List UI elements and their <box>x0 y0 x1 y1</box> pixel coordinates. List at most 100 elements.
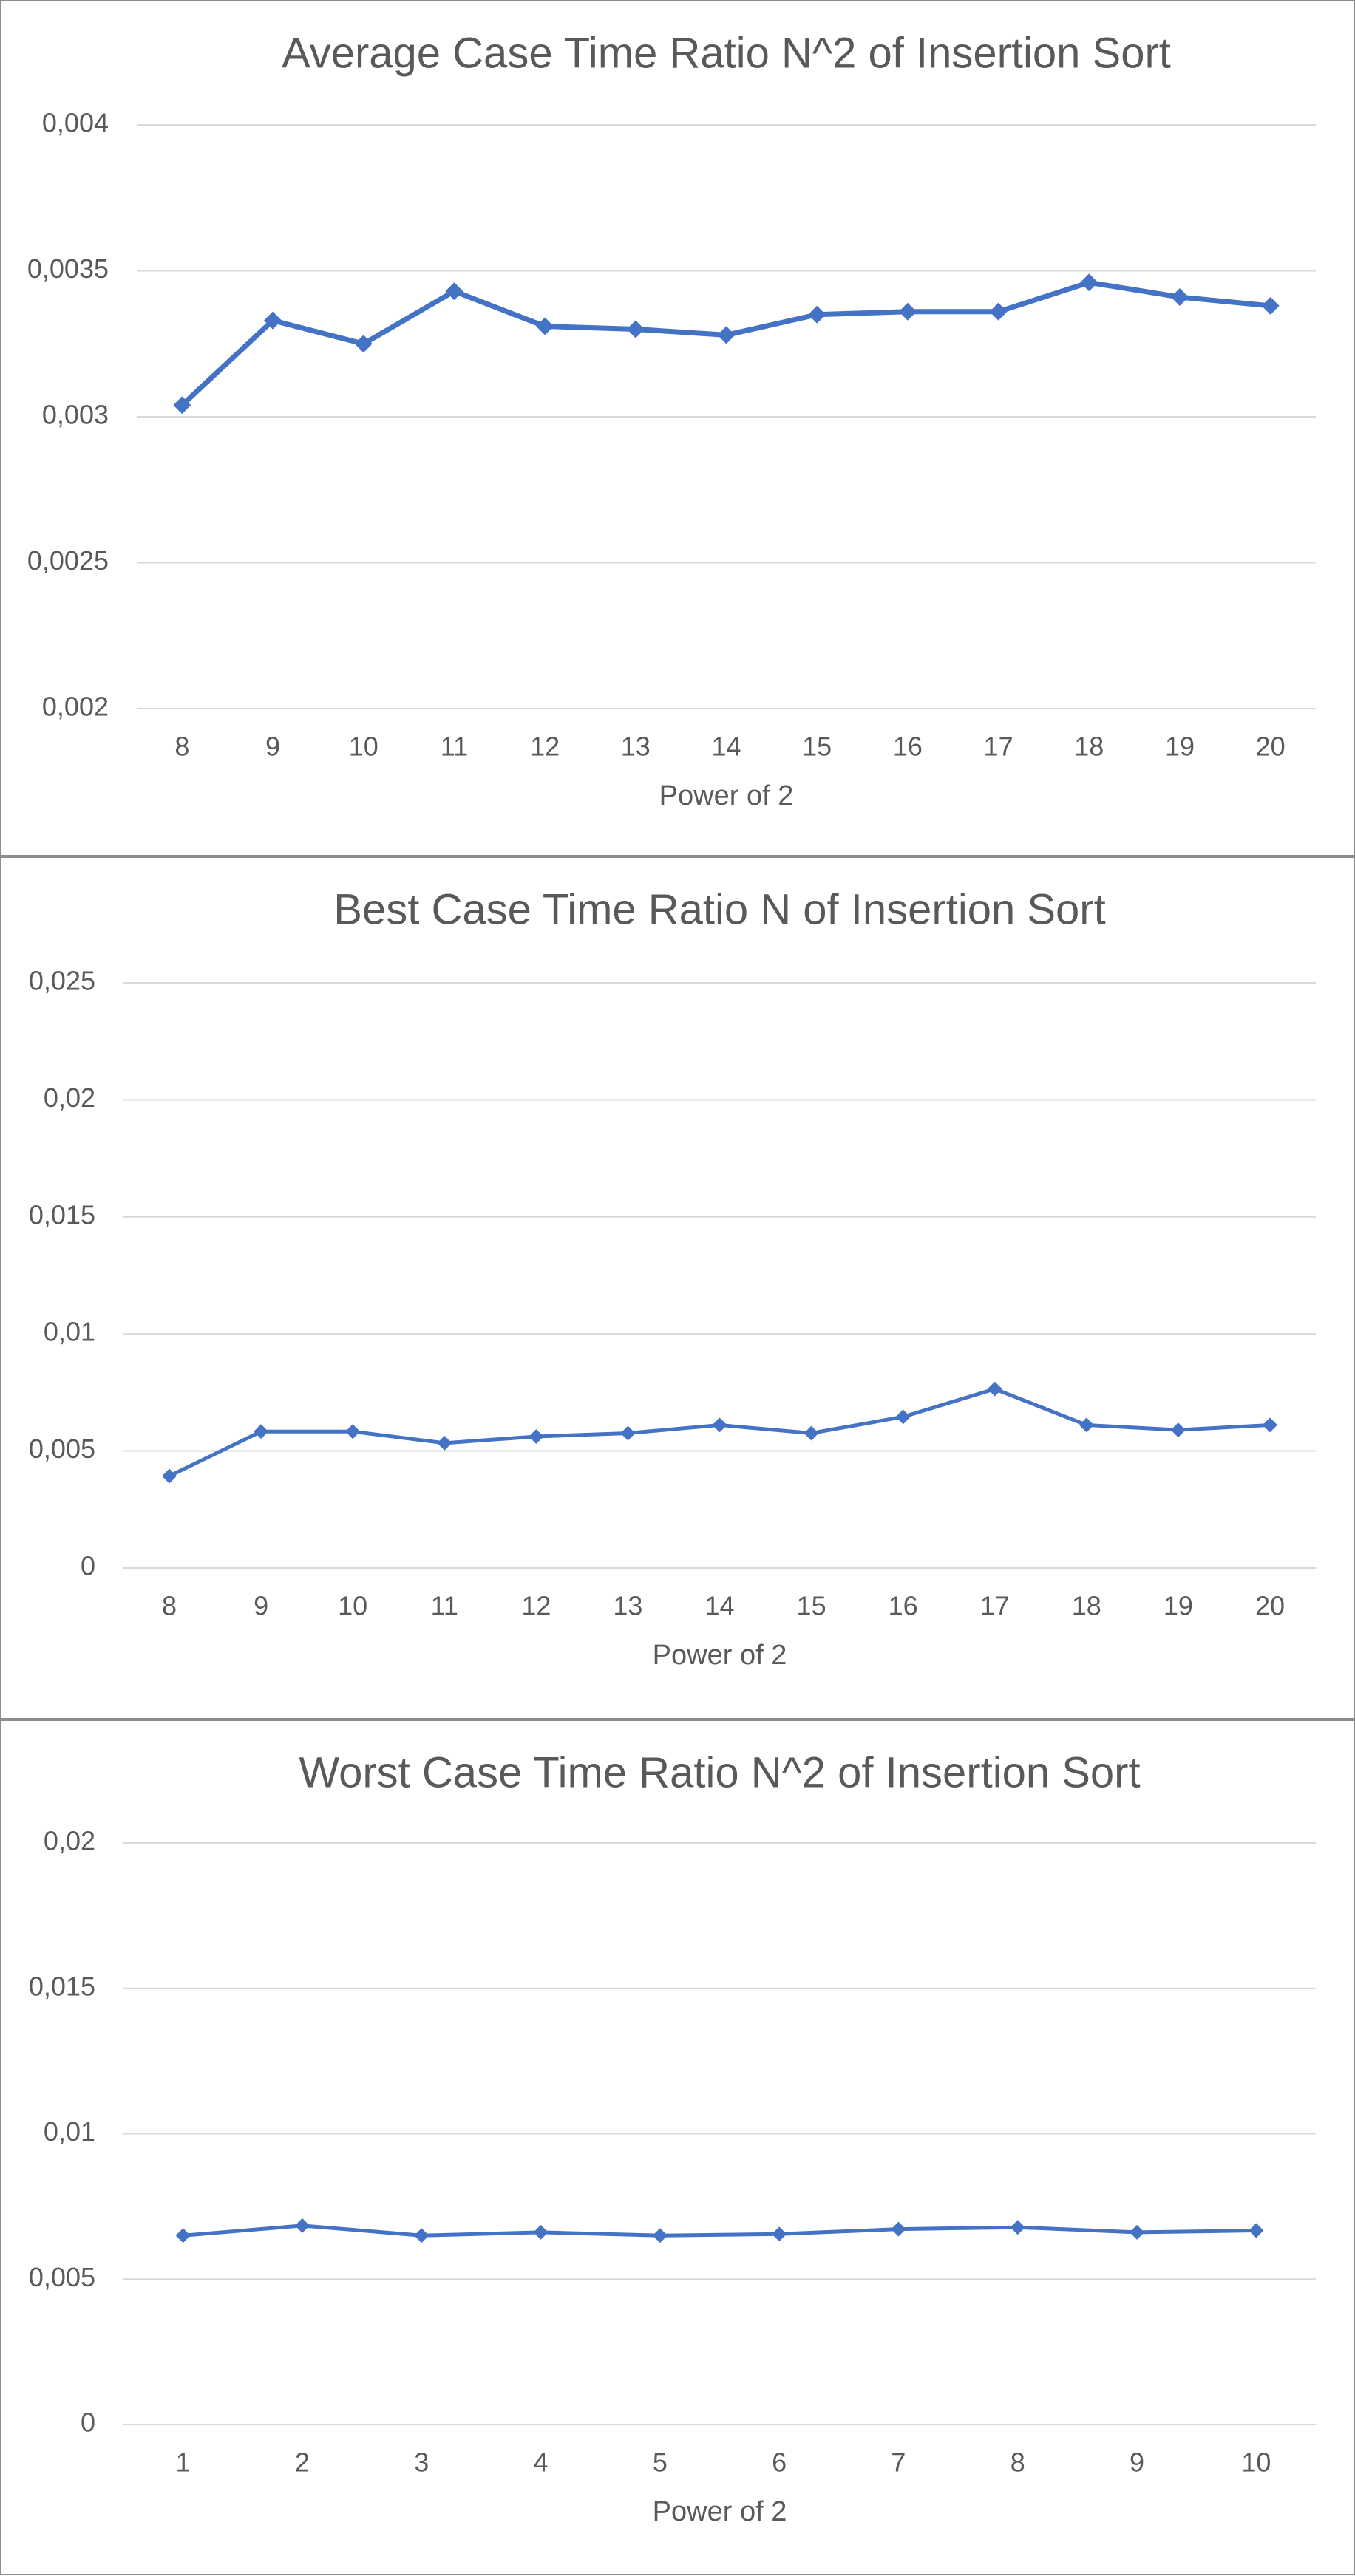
x-tick-label: 14 <box>711 732 741 762</box>
data-marker <box>162 1468 177 1484</box>
data-marker <box>1261 296 1280 315</box>
x-tick-label: 5 <box>653 2447 668 2478</box>
data-marker <box>1249 2223 1264 2238</box>
data-marker <box>529 1428 544 1444</box>
x-tick-label: 10 <box>1241 2447 1271 2478</box>
x-axis-title: Power of 2 <box>653 2496 787 2527</box>
data-marker <box>989 302 1008 321</box>
x-tick-label: 19 <box>1164 1591 1193 1621</box>
data-line <box>183 2224 1257 2238</box>
y-tick-label: 0 <box>81 1551 95 1581</box>
chart-title: Average Case Time Ratio N^2 of Insertion… <box>282 29 1171 77</box>
x-tick-label: 20 <box>1255 1591 1285 1621</box>
data-marker <box>354 335 373 353</box>
x-tick-label: 13 <box>613 1591 642 1621</box>
x-tick-label: 15 <box>797 1591 826 1621</box>
y-tick-label: 0,015 <box>29 1199 95 1230</box>
x-tick-label: 15 <box>802 732 832 762</box>
x-tick-label: 3 <box>414 2447 429 2478</box>
y-tick-label: 0,0025 <box>27 545 109 576</box>
x-tick-label: 18 <box>1074 732 1104 762</box>
x-tick-label: 8 <box>174 732 189 762</box>
x-tick-label: 16 <box>893 732 923 762</box>
x-tick-label: 18 <box>1072 1591 1101 1621</box>
y-tick-label: 0,02 <box>44 1083 95 1113</box>
data-marker <box>533 2224 549 2240</box>
x-tick-label: 7 <box>891 2447 906 2478</box>
data-marker <box>1010 2220 1025 2235</box>
x-tick-label: 4 <box>534 2447 549 2478</box>
x-tick-label: 9 <box>265 732 280 762</box>
x-tick-label: 19 <box>1165 732 1195 762</box>
x-tick-label: 16 <box>889 1591 918 1621</box>
data-marker <box>652 2228 668 2243</box>
data-marker <box>987 1381 1002 1397</box>
data-marker <box>712 1417 727 1433</box>
data-marker <box>536 317 554 335</box>
data-marker <box>1170 288 1189 307</box>
x-tick-label: 9 <box>254 1591 268 1621</box>
data-marker <box>1079 1417 1094 1433</box>
x-tick-label: 17 <box>980 1591 1010 1621</box>
y-tick-label: 0,005 <box>29 1434 95 1464</box>
data-marker <box>1170 1422 1186 1438</box>
chart-border <box>0 856 1355 1720</box>
x-tick-label: 8 <box>1011 2447 1025 2478</box>
x-tick-label: 10 <box>349 732 378 762</box>
data-marker <box>294 2218 310 2233</box>
x-tick-label: 2 <box>295 2447 310 2478</box>
y-tick-label: 0,002 <box>42 692 109 722</box>
x-tick-label: 14 <box>704 1591 734 1621</box>
x-tick-label: 13 <box>621 732 651 762</box>
x-tick-label: 11 <box>441 732 468 762</box>
y-tick-label: 0,01 <box>44 2116 95 2147</box>
y-tick-label: 0,0035 <box>27 253 109 284</box>
y-tick-label: 0,005 <box>29 2262 95 2292</box>
data-marker <box>772 2226 787 2242</box>
data-marker <box>1080 273 1098 292</box>
x-tick-label: 17 <box>984 732 1013 762</box>
chart-border <box>0 0 1355 856</box>
data-marker <box>264 311 282 330</box>
chart-title: Worst Case Time Ratio N^2 of Insertion S… <box>299 1748 1140 1796</box>
data-marker <box>254 1424 269 1439</box>
x-tick-label: 12 <box>530 732 560 762</box>
data-marker <box>898 302 917 321</box>
data-marker <box>1130 2224 1145 2240</box>
data-marker <box>175 2228 191 2243</box>
data-marker <box>626 320 645 338</box>
data-marker <box>808 305 826 324</box>
data-marker <box>717 326 736 344</box>
y-tick-label: 0,003 <box>42 400 109 430</box>
y-tick-label: 0,02 <box>44 1826 95 1856</box>
x-tick-label: 8 <box>162 1591 177 1621</box>
chart-title: Best Case Time Ratio N of Insertion Sort <box>333 885 1105 933</box>
data-marker <box>891 2221 906 2237</box>
data-marker <box>414 2228 429 2243</box>
data-marker <box>620 1425 636 1441</box>
y-tick-label: 0,01 <box>44 1317 95 1347</box>
data-marker <box>804 1425 819 1441</box>
y-tick-label: 0,015 <box>29 1971 95 2001</box>
y-tick-label: 0 <box>81 2408 95 2438</box>
x-tick-label: 12 <box>521 1591 551 1621</box>
y-tick-label: 0,004 <box>42 108 109 138</box>
x-tick-label: 20 <box>1256 732 1286 762</box>
x-tick-label: 9 <box>1130 2447 1144 2478</box>
data-marker <box>437 1435 452 1451</box>
x-tick-label: 1 <box>176 2447 191 2478</box>
x-tick-label: 10 <box>338 1591 367 1621</box>
data-marker <box>173 396 191 415</box>
chart-border <box>0 1720 1355 2575</box>
data-marker <box>1262 1417 1277 1433</box>
x-tick-label: 11 <box>431 1591 458 1621</box>
x-axis-title: Power of 2 <box>653 1640 787 1671</box>
x-tick-label: 6 <box>772 2447 787 2478</box>
x-axis-title: Power of 2 <box>659 780 794 811</box>
data-marker <box>345 1424 361 1439</box>
data-marker <box>895 1409 911 1425</box>
y-tick-label: 0,025 <box>29 966 95 996</box>
data-marker <box>445 282 463 301</box>
